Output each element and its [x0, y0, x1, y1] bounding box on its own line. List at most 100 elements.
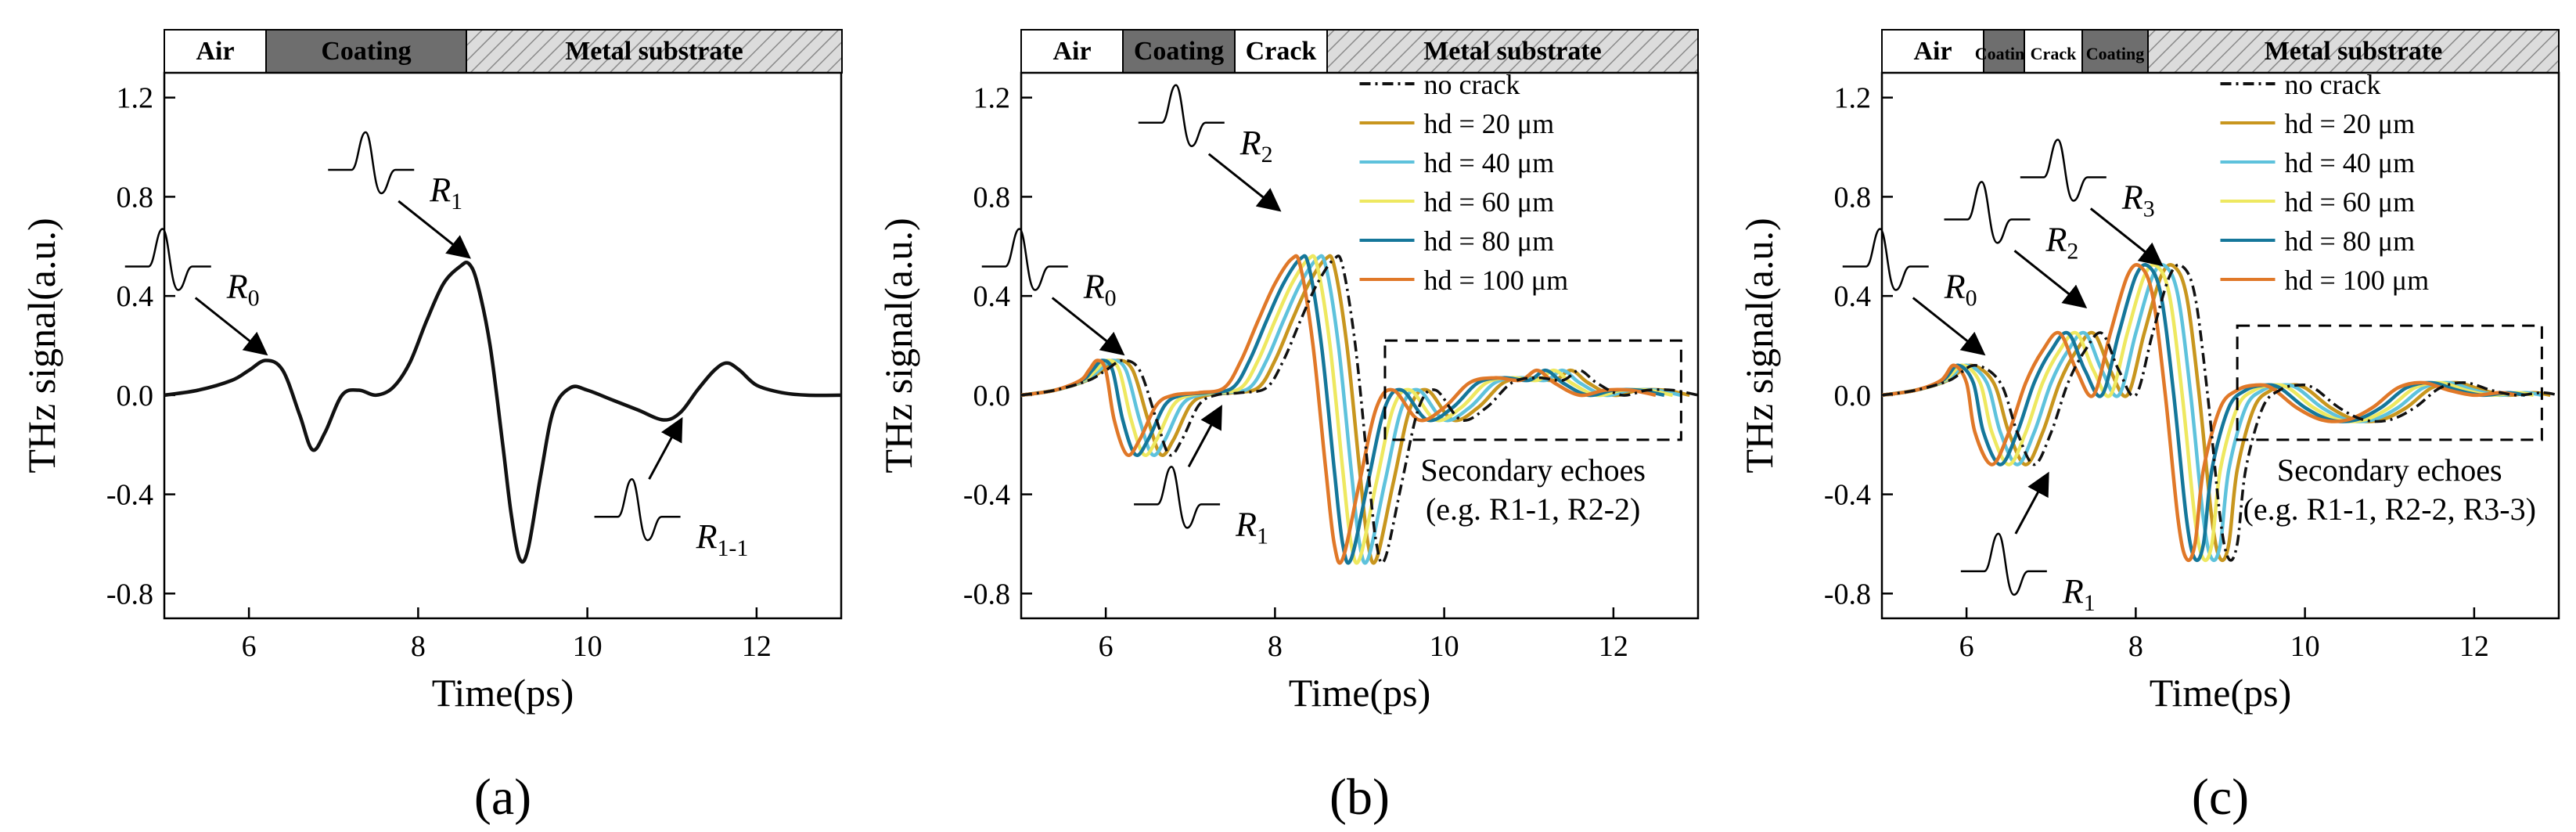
y-axis-title: THz signal(a.u.) [1737, 218, 1781, 473]
layer-label: Coating [1134, 37, 1224, 66]
y-tick-label: 1.2 [1834, 82, 1872, 115]
legend-label: hd = 40 μm [2285, 147, 2416, 178]
layer-coating [2081, 29, 2149, 74]
y-tick-label: -0.4 [106, 479, 153, 512]
series-line [1882, 263, 2517, 563]
series-line [1882, 263, 2551, 563]
annotation-label: R1 [1235, 505, 1268, 549]
annotation-label: R3 [2121, 178, 2155, 222]
annotation-label: R0 [1083, 268, 1117, 312]
annotation-arrow [2089, 207, 2164, 267]
legend-label: hd = 20 μm [1424, 108, 1555, 139]
pulse-inset-icon [2020, 139, 2106, 202]
pulse-inset-icon [328, 131, 415, 195]
y-tick-label: 0.8 [1834, 181, 1872, 214]
series-line [1882, 263, 2526, 563]
panel-b: Air Coating Crack Metal substrate 1.2 0.8 0.4 0… [876, 29, 1700, 826]
y-tick-label: 0.0 [973, 380, 1011, 412]
x-axis-title: Time(ps) [2150, 671, 2292, 715]
pulse-inset-icon [1960, 532, 2047, 596]
layer-label: Air [1913, 37, 1952, 66]
pulse-inset-icon [1842, 228, 1929, 291]
y-tick-label: 0.0 [117, 380, 154, 412]
annotation-arrow [2013, 250, 2088, 309]
series-line [1021, 254, 1665, 565]
x-tick-label: 8 [411, 630, 426, 663]
annotation-arrow [1912, 297, 1986, 356]
series-line [1021, 254, 1682, 565]
layer-metal-substrate [466, 29, 843, 74]
y-axis-title: THz signal(a.u.) [20, 218, 63, 473]
annotation-arrow [2014, 471, 2049, 535]
series-line [1021, 254, 1698, 565]
secondary-echo-example: (e.g. R1-1, R2-2) [1426, 492, 1640, 527]
panel-label: (c) [2192, 769, 2249, 826]
x-tick-label: 8 [2128, 630, 2143, 663]
legend-label: hd = 40 μm [1424, 147, 1555, 178]
y-tick-label: -0.8 [963, 578, 1010, 610]
y-tick-label: 0.8 [117, 181, 154, 214]
annotation-arrow [398, 200, 471, 259]
layer-label: Crack [1246, 37, 1317, 66]
layer-label: Crack [2031, 44, 2077, 63]
legend-label: hd = 100 μm [2285, 265, 2430, 296]
annotation-label: R1-1 [696, 517, 749, 561]
series-line [1882, 263, 2559, 562]
layer-metal-substrate [2147, 29, 2560, 74]
layer-crack [2024, 29, 2083, 74]
layer-coating [1122, 29, 1236, 74]
secondary-echo-example: (e.g. R1-1, R2-2, R3-3) [2243, 492, 2536, 527]
series-line [164, 260, 841, 564]
secondary-echo-label: Secondary echoes [2277, 452, 2502, 488]
legend-label: hd = 80 μm [2285, 225, 2416, 257]
annotation-arrow [1207, 153, 1282, 212]
annotation-label: R0 [1944, 268, 1977, 312]
pulse-inset-icon [594, 477, 681, 542]
y-tick-label: 0.0 [1834, 380, 1872, 412]
panel-label: (a) [474, 769, 531, 826]
panel-a: Air Coating Metal substrate 1.2 0.8 0.4 0.0 -0.… [20, 29, 843, 826]
y-tick-label: 0.4 [973, 280, 1011, 313]
layer-label: Coating [321, 37, 411, 66]
series-line [1882, 263, 2542, 563]
series-line [1882, 263, 2535, 563]
plot-frame [1020, 71, 1700, 620]
x-tick-label: 12 [2459, 630, 2489, 663]
y-tick-label: -0.8 [1824, 578, 1871, 610]
x-tick-label: 10 [2290, 630, 2320, 663]
pulse-inset-icon [124, 228, 211, 291]
legend-label: hd = 60 μm [2285, 186, 2416, 218]
y-tick-label: 0.4 [1834, 280, 1872, 313]
series-group [1021, 254, 1698, 565]
legend-label: hd = 60 μm [1424, 186, 1555, 218]
legend-label: no crack [1424, 69, 1520, 100]
layer-label: Metal substrate [2265, 37, 2443, 66]
y-tick-label: 0.4 [117, 280, 154, 313]
y-tick-label: -0.4 [1824, 479, 1871, 512]
x-axis-title: Time(ps) [432, 671, 574, 715]
y-tick-label: 1.2 [973, 82, 1011, 115]
series-group [164, 260, 841, 564]
y-tick-label: -0.4 [963, 479, 1010, 512]
plot-frame [163, 71, 843, 620]
layer-crack [1234, 29, 1328, 74]
annotation-label: R2 [1239, 124, 1273, 167]
x-tick-label: 6 [242, 630, 257, 663]
x-tick-label: 6 [1099, 630, 1114, 663]
pulse-inset-icon [981, 228, 1068, 291]
pulse-inset-icon [1134, 466, 1221, 529]
layer-label: Coating [2086, 44, 2145, 63]
annotation-label: R1 [429, 171, 462, 214]
layer-label: Air [196, 37, 234, 66]
panel-label: (b) [1329, 769, 1390, 826]
x-tick-label: 10 [1430, 630, 1459, 663]
layer-air [1020, 29, 1124, 74]
layer-label: Air [1052, 37, 1091, 66]
series-group [1882, 263, 2559, 563]
annotation-arrow [1051, 297, 1125, 356]
secondary-echo-box [1383, 339, 1682, 441]
legend-label: no crack [2285, 69, 2381, 100]
y-axis-title: THz signal(a.u.) [876, 218, 920, 473]
